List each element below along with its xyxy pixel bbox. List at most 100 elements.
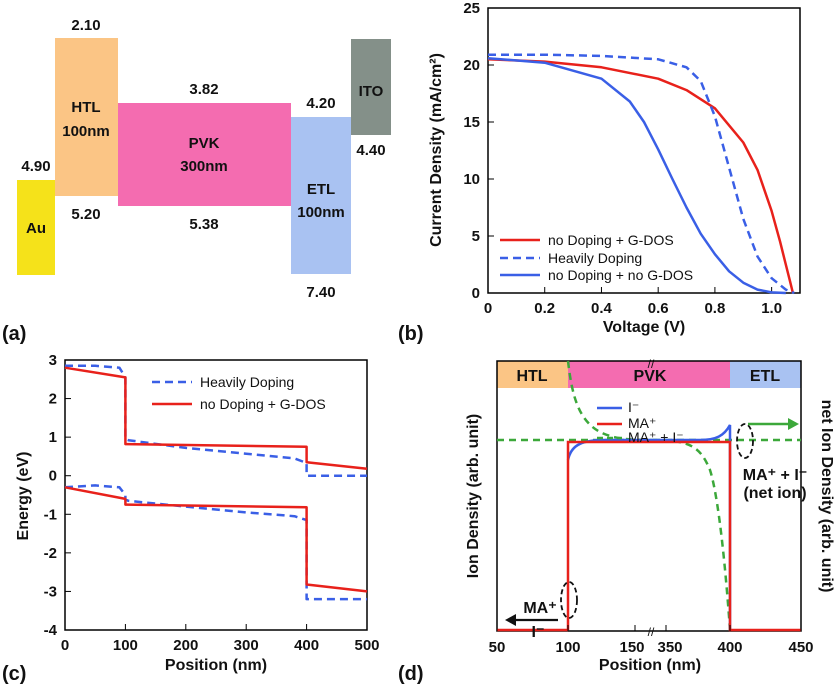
au-top-value: 4.90 (21, 158, 50, 175)
x-tick-label: 400 (294, 637, 319, 654)
x-tick-label: 0.6 (648, 300, 669, 317)
etl-thickness: 100nm (297, 204, 345, 221)
legend-d-label-1: I⁻ (628, 399, 639, 415)
panel-d-ylabel-left: Ion Density (arb. unit) (465, 414, 482, 578)
iodide-curve (566, 424, 732, 630)
legend-b-label-1: no Doping + G-DOS (548, 232, 674, 248)
htl-bottom-value: 5.20 (71, 206, 100, 223)
panel-c-series (64, 364, 368, 601)
legend-d-label-2: MA⁺ (628, 415, 656, 431)
x-tick-label: 0 (61, 637, 69, 654)
panel-b-ticks: 0 0.2 0.4 0.6 0.8 1.0 0 5 10 15 20 25 (463, 0, 782, 317)
left-interface-circle (560, 581, 578, 619)
ito-block (351, 39, 391, 135)
series-line-0 (487, 58, 795, 294)
panel-d-xticks: 50 100 150 350 400 450 (489, 625, 814, 656)
x-tick-label: 100 (113, 637, 138, 654)
d-tick-label: 150 (619, 639, 644, 656)
panel-c-ticks: 0 100 200 300 400 500 -4 -3 -2 -1 0 1 2 3 (44, 352, 380, 654)
legend-b-label-2: Heavily Doping (548, 250, 642, 266)
region-etl-label: ETL (750, 368, 780, 385)
etl-label: ETL (307, 181, 335, 198)
region-htl (497, 361, 568, 388)
left-arrow-head (505, 614, 516, 626)
y-tick-label: -2 (44, 545, 57, 562)
y-tick-label: 3 (49, 352, 57, 369)
region-pvk-label: PVK (634, 368, 667, 385)
right-arrow-head (788, 418, 799, 430)
pvk-block (118, 103, 291, 206)
series-line-1 (488, 53, 795, 295)
panel-c-energy-chart: 0 100 200 300 400 500 -4 -3 -2 -1 0 1 2 3 Position (n… (15, 352, 380, 674)
y-tick-label: 2 (49, 391, 57, 408)
panel-b-legend: no Doping + G-DOS Heavily Doping no Dopi… (500, 232, 693, 283)
green-net-ion-right (649, 438, 732, 631)
series-line-3 (64, 486, 368, 593)
htl-block (55, 38, 118, 196)
y-tick-label: 15 (463, 114, 480, 131)
ma-curve (566, 440, 801, 632)
series-line-1 (64, 484, 367, 601)
panel-b-xlabel: Voltage (V) (603, 319, 685, 336)
panel-c-xlabel: Position (nm) (165, 657, 267, 674)
x-tick-label: 300 (234, 637, 259, 654)
panel-a-band-diagram: Au 4.90 HTL 100nm 2.10 5.20 PVK 300nm 3.… (17, 17, 391, 301)
left-annotation-bottom: I⁻ (532, 624, 545, 641)
panel-d-xlabel: Position (nm) (599, 657, 701, 674)
x-tick-label: 0 (484, 300, 492, 317)
panel-c-frame (64, 359, 368, 631)
panel-label-b: (b) (398, 323, 424, 345)
right-annotation-top: MA⁺ + I⁻ (743, 467, 807, 484)
etl-bottom-value: 7.40 (306, 284, 335, 301)
y-tick-label: 25 (463, 0, 480, 17)
panel-d-ion-chart: HTL PVK ETL // MA⁺ I⁻ MA⁺ + I⁻ (net ion)… (465, 357, 835, 674)
legend-c-label-1: Heavily Doping (200, 374, 294, 390)
htl-top-value: 2.10 (71, 17, 100, 34)
left-annotation-top: MA⁺ (523, 600, 556, 617)
pvk-label: PVK (189, 135, 220, 152)
region-htl-label: HTL (516, 368, 547, 385)
region-pvk (568, 361, 730, 388)
d-tick-label: 100 (555, 639, 580, 656)
panel-d-ylabel-right: net Ion Density (arb. unit) (818, 400, 835, 593)
panel-b-series (487, 53, 795, 295)
panel-b-frame (487, 7, 801, 294)
y-tick-label: 20 (463, 57, 480, 74)
etl-block (291, 117, 351, 274)
series-line-0 (65, 364, 367, 477)
pvk-top-value: 3.82 (189, 81, 218, 98)
x-tick-label: 0.4 (591, 300, 613, 317)
ito-label: ITO (359, 83, 384, 100)
y-tick-label: -3 (44, 583, 57, 600)
series-line-2 (487, 56, 786, 295)
region-etl (730, 361, 801, 388)
d-tick-label: 50 (489, 639, 506, 656)
right-annotation-bottom: (net ion) (743, 485, 806, 502)
y-tick-label: 10 (463, 171, 480, 188)
x-tick-label: 1.0 (761, 300, 782, 317)
x-tick-label: 500 (354, 637, 379, 654)
y-tick-label: 0 (472, 285, 480, 302)
panel-d-frame (496, 360, 802, 632)
htl-label: HTL (71, 99, 100, 116)
d-tick-label: 400 (717, 639, 742, 656)
series-line-2 (64, 366, 368, 471)
ito-bottom-value: 4.40 (356, 142, 385, 159)
htl-thickness: 100nm (62, 123, 110, 140)
x-tick-label: 0.8 (704, 300, 725, 317)
x-tick-label: 0.2 (534, 300, 555, 317)
region-break-mark: // (648, 357, 655, 371)
panel-label-d: (d) (398, 663, 424, 685)
y-tick-label: -4 (44, 622, 58, 639)
right-interface-circle (736, 423, 754, 459)
panel-d-legend: I⁻ MA⁺ MA⁺ + I⁻ (597, 399, 684, 445)
y-tick-label: -1 (44, 506, 57, 523)
panel-b-ylabel: Current Density (mA/cm²) (428, 53, 445, 247)
au-label: Au (26, 220, 46, 237)
panel-label-c: (c) (2, 663, 26, 685)
panel-c-ylabel: Energy (eV) (15, 452, 32, 541)
pvk-thickness: 300nm (180, 158, 228, 175)
pvk-bottom-value: 5.38 (189, 216, 218, 233)
panel-c-legend: Heavily Doping no Doping + G-DOS (152, 374, 326, 412)
